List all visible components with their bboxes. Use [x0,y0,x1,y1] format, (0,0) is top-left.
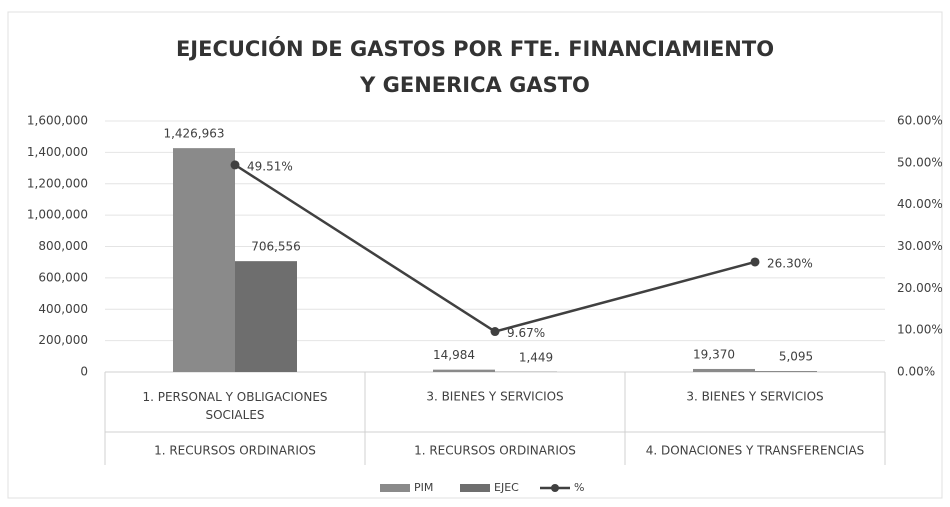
chart-border [7,11,943,499]
data-label: 1,449 [519,350,553,364]
data-label: 26.30% [767,256,813,270]
x-group-label: 1. RECURSOS ORDINARIOS [414,444,576,458]
data-label: 49.51% [247,159,293,173]
y-tick-label: 1,200,000 [27,176,88,190]
y-tick-label: 600,000 [38,270,88,284]
y-tick-label: 800,000 [38,239,88,253]
data-label: 19,370 [693,347,735,361]
y2-tick-label: 20.00% [897,281,943,295]
x-group-label: 1. RECURSOS ORDINARIOS [154,444,316,458]
x-tick-label: 1. PERSONAL Y OBLIGACIONES SOCIALES [142,390,327,422]
data-label: 706,556 [251,240,301,254]
chart-title: Y GENERICA GASTO [359,73,590,97]
data-label: 5,095 [779,350,813,364]
legend-swatch [460,484,490,492]
bar [173,148,235,372]
bar [693,368,755,372]
y2-tick-label: 30.00% [897,239,943,253]
data-label: 9.67% [507,326,545,340]
y-tick-label: 400,000 [38,302,88,316]
data-label: 1,426,963 [163,127,224,141]
bar [433,369,495,372]
legend-swatch [551,484,559,492]
chart-title: EJECUCIÓN DE GASTOS POR FTE. FINANCIAMIE… [176,36,774,61]
y2-tick-label: 0.00% [897,365,935,379]
line [234,163,756,333]
bar [755,371,817,372]
y-tick-label: 0 [80,365,88,379]
y-tick-label: 1,600,000 [27,114,88,128]
y2-tick-label: 50.00% [897,155,943,169]
x-tick-label: 3. BIENES Y SERVICIOS [686,390,823,404]
y-tick-label: 200,000 [38,333,88,347]
legend-label: EJEC [494,481,519,494]
bar [235,261,297,372]
line-marker [490,327,500,337]
line-marker [750,257,760,267]
legend-label: PIM [414,481,433,494]
data-label: 14,984 [433,348,475,362]
legend-swatch [380,484,410,492]
y2-tick-label: 10.00% [897,323,943,337]
y-tick-label: 1,400,000 [27,145,88,159]
y-tick-label: 1,000,000 [27,208,88,222]
legend-label: % [574,481,584,494]
y2-tick-label: 40.00% [897,197,943,211]
y2-tick-label: 60.00% [897,114,943,128]
x-group-label: 4. DONACIONES Y TRANSFERENCIAS [646,444,865,458]
line-marker [230,160,240,170]
x-tick-label: 3. BIENES Y SERVICIOS [426,390,563,404]
